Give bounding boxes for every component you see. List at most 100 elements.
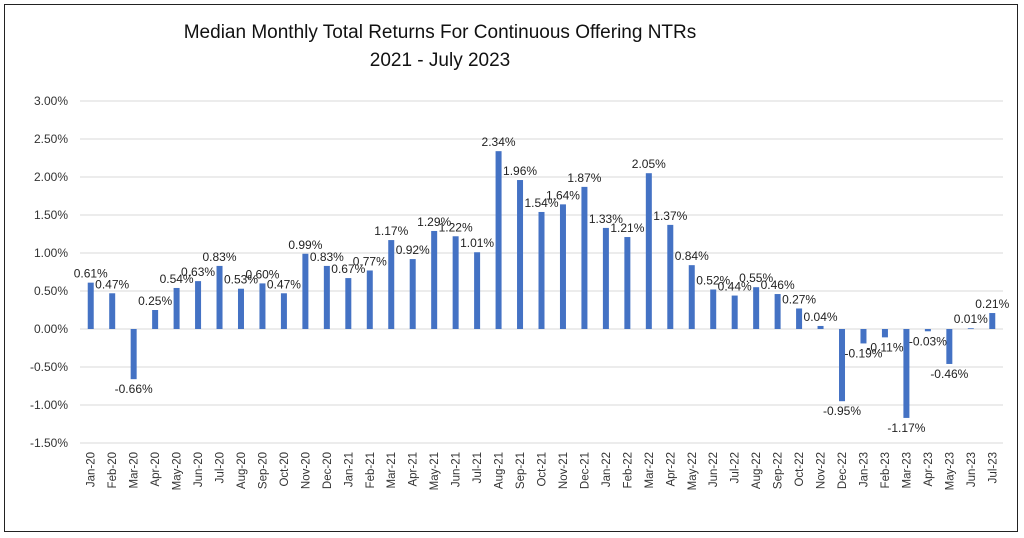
data-label: 0.46% [761, 278, 795, 292]
chart-title: Median Monthly Total Returns For Continu… [183, 22, 697, 43]
x-tick-label: May-21 [429, 452, 441, 490]
bar [581, 186, 588, 329]
x-tick-label: Dec-21 [579, 452, 591, 489]
data-label: 2.34% [482, 135, 516, 149]
data-label: 0.01% [954, 312, 988, 326]
bar [237, 288, 244, 329]
x-tick-label: Jun-20 [193, 452, 205, 487]
bar [152, 310, 159, 329]
data-label: 1.37% [653, 209, 687, 223]
y-tick-label: -1.50% [30, 436, 68, 450]
data-label: 0.83% [310, 250, 344, 264]
bars [87, 151, 996, 418]
bar [431, 230, 438, 329]
bar [667, 224, 674, 329]
y-tick-label: 1.50% [34, 208, 68, 222]
data-label: 0.27% [782, 292, 816, 306]
bar [602, 227, 609, 329]
bar [259, 283, 266, 329]
data-label: -0.66% [115, 382, 153, 396]
bar [538, 211, 545, 329]
data-label: 0.55% [739, 271, 773, 285]
x-tick-label: May-23 [944, 452, 956, 490]
y-tick-label: 0.50% [34, 284, 68, 298]
bar [474, 252, 481, 329]
data-labels: 0.61%0.47%-0.66%0.25%0.54%0.63%0.83%0.53… [74, 135, 1010, 435]
x-tick-label: Aug-21 [494, 452, 506, 489]
data-label: 1.64% [546, 188, 580, 202]
data-label: 0.92% [396, 243, 430, 257]
x-tick-label: Jul-21 [472, 452, 484, 483]
data-label: 0.25% [138, 294, 172, 308]
bar [817, 325, 824, 329]
data-label: 0.44% [718, 280, 752, 294]
x-tick-label: Dec-22 [837, 452, 849, 489]
x-axis-ticks: Jan-20 Feb-20 Mar-20 Apr-20 May-20 Jun-20 Jul-… [86, 452, 1000, 490]
x-tick-label: Nov-20 [300, 452, 312, 489]
bar [967, 328, 974, 330]
x-tick-label: Apr-20 [150, 452, 162, 487]
bar [710, 289, 717, 329]
data-label: 0.21% [975, 297, 1009, 311]
x-tick-label: Feb-22 [622, 452, 634, 488]
bar [624, 237, 631, 329]
bar [366, 270, 373, 329]
bar [130, 329, 137, 380]
bar [195, 281, 202, 329]
x-tick-label: Jul-22 [730, 452, 742, 483]
y-axis-ticks: 3.00% 2.50% 2.00% 1.50% 1.00% 0.50% 0.00% -0.50… [30, 94, 68, 450]
y-tick-label: 2.00% [34, 170, 68, 184]
x-tick-label: Oct-21 [537, 452, 549, 487]
bar [345, 278, 352, 329]
bar [839, 329, 846, 402]
bar [388, 240, 395, 329]
x-tick-label: Mar-23 [901, 452, 913, 488]
x-tick-label: Aug-22 [751, 452, 763, 489]
y-tick-label: -0.50% [30, 360, 68, 374]
data-label: 0.60% [245, 267, 279, 281]
data-label: 0.61% [74, 267, 108, 281]
data-label: 0.53% [224, 273, 258, 287]
y-tick-label: 0.00% [34, 322, 68, 336]
data-label: 1.96% [503, 164, 537, 178]
x-tick-label: Apr-23 [923, 452, 935, 487]
data-label: 0.67% [331, 262, 365, 276]
data-label: 0.04% [804, 310, 838, 324]
data-label: -0.46% [930, 367, 968, 381]
data-label: 1.87% [567, 171, 601, 185]
data-label: 0.47% [95, 277, 129, 291]
data-label: -1.17% [887, 421, 925, 435]
bar [645, 173, 652, 329]
bar [881, 329, 888, 338]
y-tick-label: 3.00% [34, 94, 68, 108]
chart-frame [4, 4, 1018, 532]
x-tick-label: Sep-20 [257, 452, 269, 489]
data-label: 1.01% [460, 236, 494, 250]
y-tick-label: 2.50% [34, 132, 68, 146]
data-label: 1.29% [417, 215, 451, 229]
data-label: 0.99% [288, 238, 322, 252]
data-label: 2.05% [632, 157, 666, 171]
x-tick-label: Jun-21 [451, 452, 463, 487]
bar [946, 329, 953, 364]
bar [216, 265, 223, 329]
data-label: 0.52% [696, 273, 730, 287]
bar [517, 180, 524, 329]
x-tick-label: Jan-22 [601, 452, 613, 487]
x-tick-label: Mar-20 [129, 452, 141, 488]
data-label: 1.33% [589, 212, 623, 226]
bar [796, 308, 803, 329]
bar [989, 313, 996, 329]
x-tick-label: Aug-20 [236, 452, 248, 489]
x-tick-label: Jul-20 [215, 452, 227, 483]
data-label: 0.47% [267, 277, 301, 291]
x-tick-label: Jul-23 [987, 452, 999, 483]
data-label: 1.54% [524, 196, 558, 210]
bar [731, 295, 738, 329]
x-tick-label: Oct-22 [794, 452, 806, 487]
data-label: 0.63% [181, 265, 215, 279]
bar [688, 265, 695, 329]
bar [559, 204, 566, 329]
x-tick-label: Sep-22 [773, 452, 785, 489]
